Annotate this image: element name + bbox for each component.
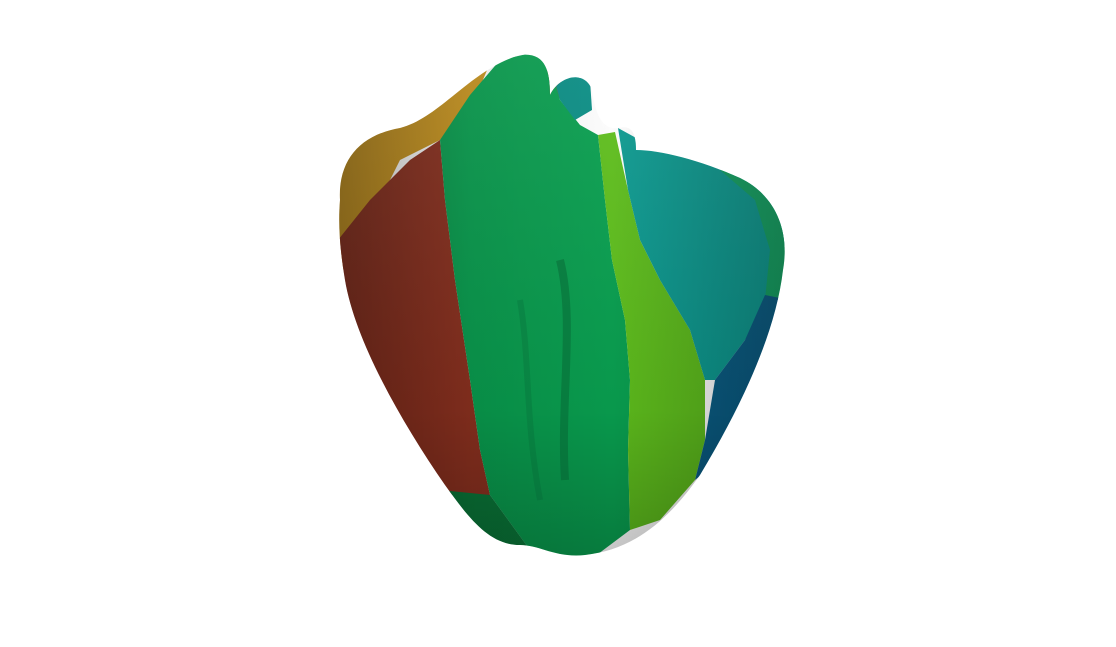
- heart-segments: [339, 54, 785, 556]
